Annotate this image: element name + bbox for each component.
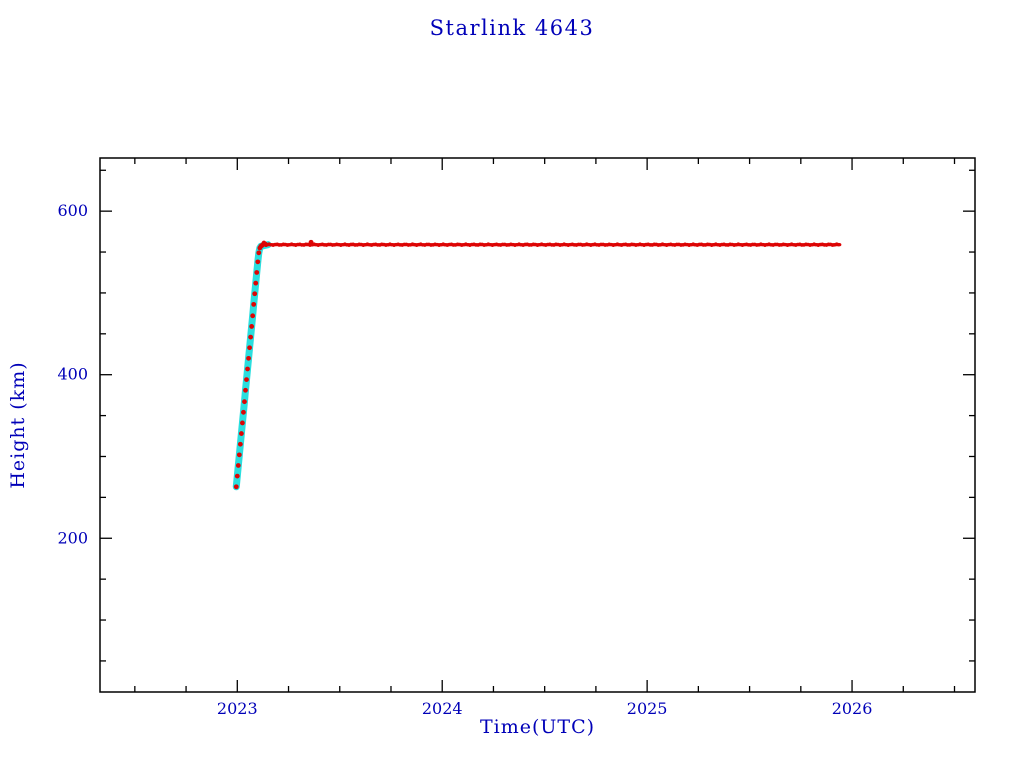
axis-ticks xyxy=(100,158,975,692)
svg-text:2024: 2024 xyxy=(422,699,463,718)
svg-text:2025: 2025 xyxy=(627,699,668,718)
svg-text:600: 600 xyxy=(57,201,88,220)
series-planned-trajectory xyxy=(232,241,272,491)
series-observed-height xyxy=(233,239,842,490)
tick-labels: 2023 2024 2025 2026 200 400 600 xyxy=(57,201,872,718)
svg-text:2023: 2023 xyxy=(217,699,258,718)
chart-title: Starlink 4643 xyxy=(429,16,595,40)
svg-text:2026: 2026 xyxy=(832,699,873,718)
plot-frame xyxy=(99,157,976,693)
svg-text:400: 400 xyxy=(57,365,88,384)
x-axis-label: Time(UTC) xyxy=(479,716,596,738)
svg-text:200: 200 xyxy=(57,528,88,547)
